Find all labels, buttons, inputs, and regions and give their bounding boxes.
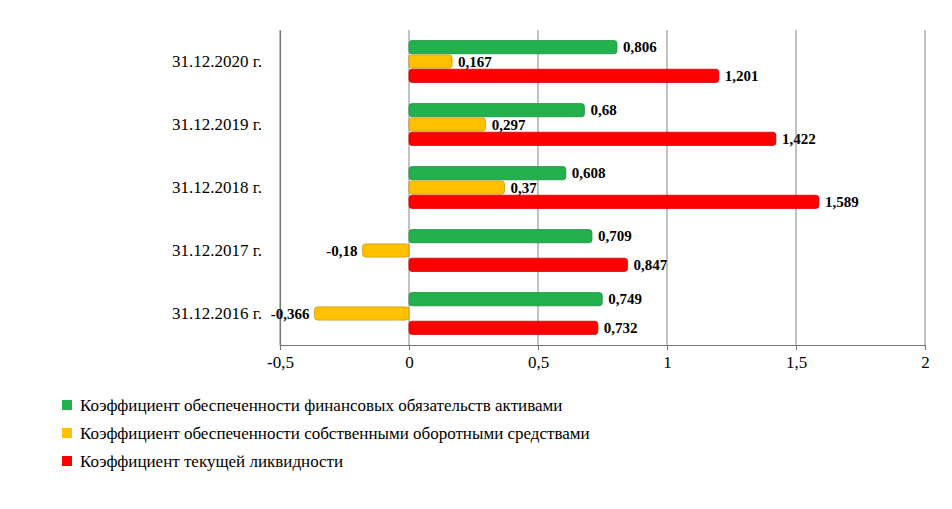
data-label: 1,589 (825, 194, 859, 210)
y-axis: 31.12.2016 г. 31.12.2017 г. 31.12.2018 г. 3… (172, 31, 281, 346)
tick: 0 (405, 345, 414, 372)
tick: 31.12.2019 г. (172, 115, 280, 134)
tick: 31.12.2020 г. (172, 52, 280, 71)
legend-swatch (62, 400, 72, 410)
tick-label: 31.12.2018 г. (172, 178, 262, 197)
axis-line (280, 31, 281, 346)
tick-label: 1 (663, 353, 672, 372)
bar (409, 293, 602, 306)
data-label: 0,806 (623, 39, 657, 55)
bar (409, 181, 504, 194)
tick: 1 (663, 345, 672, 372)
tick-label: 31.12.2019 г. (172, 115, 262, 134)
grid-line (279, 30, 280, 345)
bar (409, 195, 819, 208)
tick: 31.12.2018 г. (172, 178, 280, 197)
tick-mark (280, 345, 281, 350)
bar (409, 167, 566, 180)
data-label: 0,68 (590, 102, 616, 118)
bar (409, 118, 486, 131)
tick-mark (796, 345, 797, 350)
data-label: 0,847 (634, 257, 668, 273)
tick-label: 31.12.2020 г. (172, 52, 262, 71)
x-axis: -0,5 0 0,5 1 1,5 2 (267, 345, 930, 372)
bar (409, 258, 628, 271)
data-label: -0,366 (271, 306, 310, 322)
axis-line (281, 346, 926, 351)
legend-label: Коэффициент текущей ликвидности (80, 452, 343, 471)
bar (363, 244, 409, 257)
grid-line (795, 30, 796, 345)
tick-label: -0,5 (267, 353, 294, 372)
tick: 1,5 (786, 345, 807, 372)
bar (409, 104, 584, 117)
data-labels: 0,749 0,709 0,608 0,68 0,806 -0,366 -0,18 0,37 0… (271, 39, 859, 336)
data-label: 0,749 (608, 291, 642, 307)
data-label: 0,167 (458, 54, 492, 70)
bar (315, 307, 409, 320)
data-label: 1,422 (782, 131, 816, 147)
tick-label: 31.12.2017 г. (172, 241, 262, 260)
chart: -0,500,511,5231.12.2016 г.31.12.2017 г.3… (0, 0, 952, 509)
tick: 31.12.2017 г. (172, 241, 280, 260)
tick: -0,5 (267, 345, 294, 372)
bar (409, 41, 617, 54)
tick-label: 0 (405, 353, 414, 372)
grid (280, 30, 925, 345)
bar (409, 230, 592, 243)
tick: 0,5 (528, 345, 549, 372)
tick: 2 (921, 345, 930, 372)
tick-label: 0,5 (528, 353, 549, 372)
tick-mark (409, 345, 410, 350)
bars (315, 41, 819, 335)
legend: Коэффициент обеспеченности финансовых об… (62, 396, 590, 471)
tick-label: 1,5 (786, 353, 807, 372)
tick-mark (538, 345, 539, 350)
tick-mark (667, 345, 668, 350)
tick: 31.12.2016 г. (172, 304, 280, 323)
legend-label: Коэффициент обеспеченности собственными … (80, 424, 590, 443)
legend-swatch (62, 456, 72, 466)
data-label: 0,37 (510, 180, 537, 196)
tick-label: 31.12.2016 г. (172, 304, 262, 323)
tick-mark (925, 345, 926, 350)
grid-line (924, 30, 925, 345)
bar (409, 321, 598, 334)
data-label: 0,709 (598, 228, 632, 244)
legend-label: Коэффициент обеспеченности финансовых об… (80, 396, 562, 415)
data-label: 0,608 (572, 165, 606, 181)
tick-label: 2 (921, 353, 930, 372)
bar (409, 55, 452, 68)
data-label: 1,201 (725, 68, 759, 84)
bar (409, 69, 719, 82)
bar (409, 132, 776, 145)
data-label: 0,732 (604, 320, 638, 336)
legend-swatch (62, 428, 72, 438)
data-label: 0,297 (492, 117, 526, 133)
data-label: -0,18 (326, 243, 357, 259)
